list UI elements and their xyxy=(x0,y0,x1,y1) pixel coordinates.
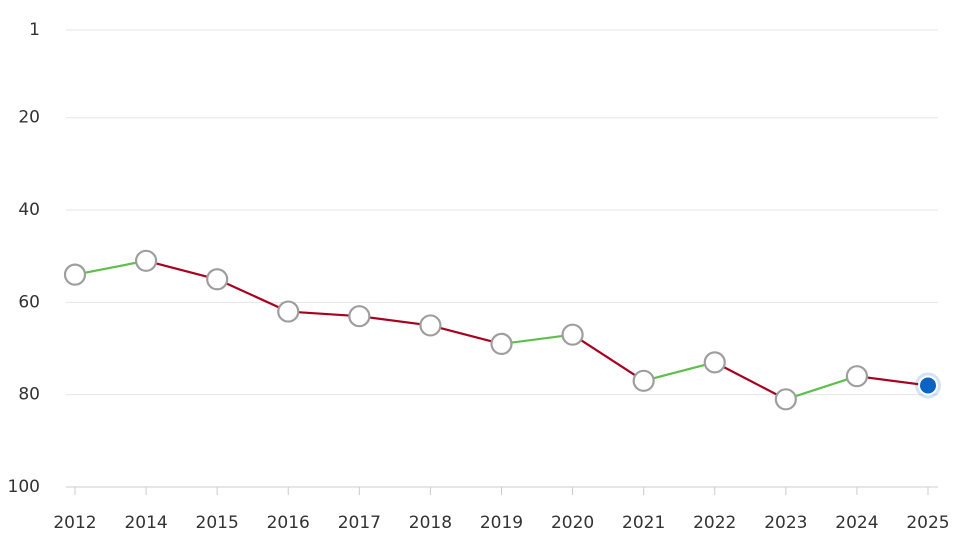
point xyxy=(703,351,726,374)
point xyxy=(774,388,797,411)
x-tick-label: 2012 xyxy=(53,513,96,533)
line-segment xyxy=(571,333,645,382)
line-segment xyxy=(216,278,289,313)
x-tick-label: 2024 xyxy=(835,513,878,533)
point xyxy=(348,305,371,328)
point xyxy=(419,314,442,337)
line-segment xyxy=(288,310,360,318)
x-tick-label: 2018 xyxy=(409,513,452,533)
line-segment xyxy=(714,361,787,401)
line-segment xyxy=(785,375,858,401)
point xyxy=(134,249,158,272)
point xyxy=(277,300,300,323)
point xyxy=(845,365,869,388)
x-tick-label: 2022 xyxy=(693,513,736,533)
x-tick-label: 2019 xyxy=(480,513,523,533)
point xyxy=(561,323,584,346)
x-tick-label: 2023 xyxy=(764,513,807,533)
x-tick-label: 2025 xyxy=(906,513,949,533)
x-tick-label: 2021 xyxy=(622,513,665,533)
y-tick-label: 60 xyxy=(18,292,40,312)
y-tick-label: 80 xyxy=(18,385,40,405)
y-tick-label: 100 xyxy=(8,477,40,497)
y-tick-label: 1 xyxy=(29,20,40,40)
line-segment xyxy=(501,333,573,345)
x-tick-label: 2017 xyxy=(338,513,381,533)
x-tick-label: 2020 xyxy=(551,513,594,533)
line-segment xyxy=(74,259,147,276)
y-tick-label: 20 xyxy=(18,108,40,128)
line-segment xyxy=(643,361,716,382)
point xyxy=(63,263,87,286)
point xyxy=(206,268,229,291)
point xyxy=(918,375,938,396)
x-tick-label: 2016 xyxy=(267,513,310,533)
point xyxy=(632,369,655,392)
y-tick-label: 40 xyxy=(18,200,40,220)
x-tick-label: 2014 xyxy=(124,513,167,533)
line-segment xyxy=(145,259,218,281)
x-tick-label: 2015 xyxy=(196,513,239,533)
point xyxy=(490,332,513,355)
line-segment xyxy=(856,375,929,387)
line-segment xyxy=(430,324,502,345)
line-segment xyxy=(359,315,431,327)
